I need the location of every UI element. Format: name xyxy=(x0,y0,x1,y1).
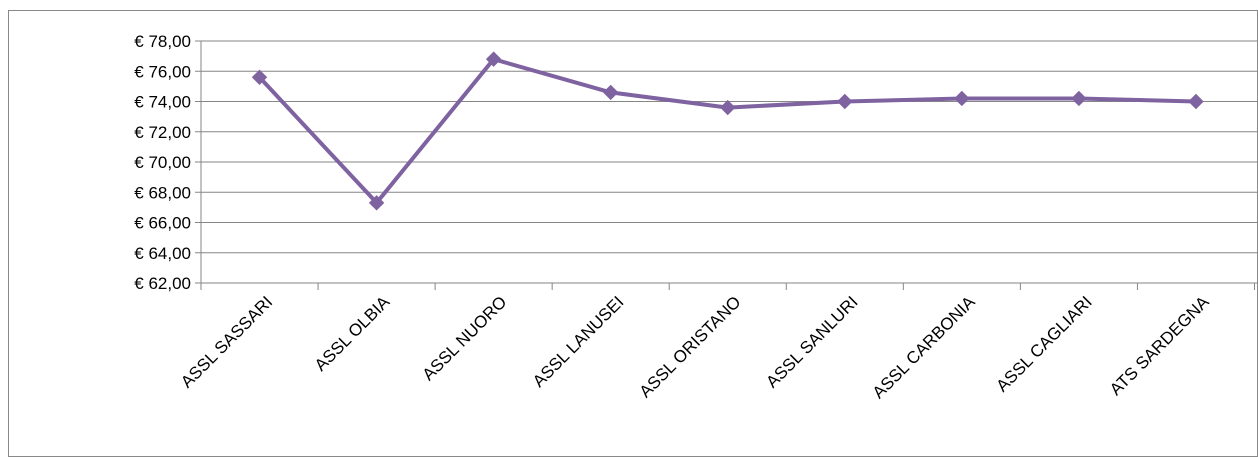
data-point-marker xyxy=(368,195,385,211)
x-tick-label: ASSL CARBONIA xyxy=(869,292,979,402)
y-tick-label: € 68,00 xyxy=(134,183,191,202)
x-tick-label: ASSL SANLURI xyxy=(762,292,861,391)
y-tick-label: € 78,00 xyxy=(134,32,191,51)
x-tick-label: ASSL OLBIA xyxy=(311,292,394,375)
y-tick-label: € 66,00 xyxy=(134,214,191,233)
axes xyxy=(195,40,1255,290)
gridlines xyxy=(201,40,1258,284)
x-tick-label: ASSL LANUSEI xyxy=(529,292,628,391)
y-tick-label: € 62,00 xyxy=(134,274,191,293)
data-point-marker xyxy=(485,51,502,67)
y-tick-label: € 70,00 xyxy=(134,153,191,172)
series-line xyxy=(258,57,1197,205)
data-point-marker xyxy=(837,93,853,110)
y-tick-label: € 64,00 xyxy=(134,244,191,263)
data-point-marker xyxy=(602,84,619,101)
data-point-marker xyxy=(954,90,970,107)
x-tick-label: ASSL SASSARI xyxy=(177,292,276,391)
x-axis-tick-labels: ASSL SASSARI ASSL OLBIA ASSL NUORO ASSL LAN… xyxy=(177,292,1213,402)
y-tick-label: € 76,00 xyxy=(134,62,191,81)
data-point-marker xyxy=(1188,93,1204,110)
chart-frame xyxy=(8,10,1258,457)
x-tick-label: ATS SARDEGNA xyxy=(1106,292,1213,399)
x-tick-label: ASSL CAGLIARI xyxy=(993,292,1096,395)
x-tick-label: ASSL ORISTANO xyxy=(636,292,745,401)
y-axis-tick-labels: € 62,00 € 64,00 € 66,00 € 68,00 € 70,00 € 72,… xyxy=(134,32,191,293)
data-point-marker xyxy=(720,99,736,116)
y-tick-label: € 74,00 xyxy=(134,93,191,112)
series-markers xyxy=(251,51,1204,211)
data-point-marker xyxy=(1071,90,1087,107)
x-tick-label: ASSL NUORO xyxy=(419,292,511,384)
data-point-marker xyxy=(251,69,268,86)
y-tick-label: € 72,00 xyxy=(134,123,191,142)
